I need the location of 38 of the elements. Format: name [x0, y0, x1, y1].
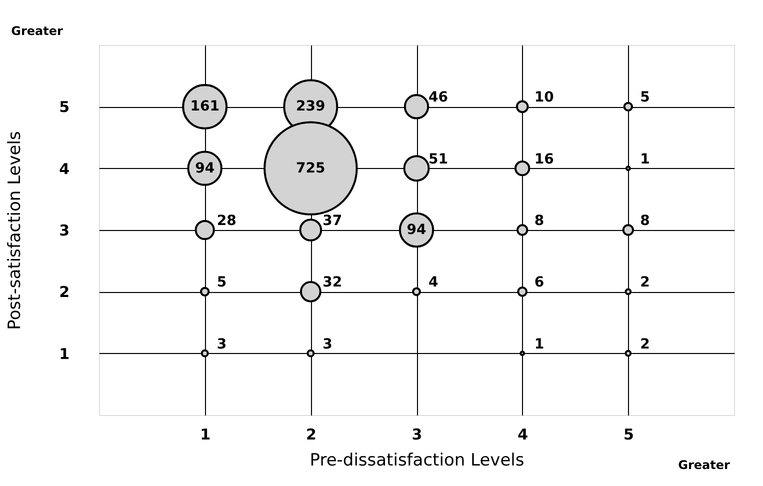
data-label: 8	[640, 213, 650, 229]
data-label: 51	[428, 151, 448, 168]
x-tick-label: 5	[623, 426, 634, 444]
y-tick-label: 4	[59, 160, 70, 178]
text: Greater	[11, 24, 63, 38]
data-label: 2	[640, 274, 650, 291]
data-label: 2	[640, 336, 650, 352]
y-tick-label: 2	[59, 283, 70, 302]
data-label: 3	[216, 336, 227, 352]
data-label: 28	[216, 213, 236, 229]
x-tick-label: 3	[412, 426, 422, 444]
text: Greater	[678, 458, 730, 472]
data-label: 10	[534, 90, 554, 106]
data-label: 1	[640, 151, 650, 168]
data-label: 5	[640, 90, 650, 106]
x-tick-label: 4	[518, 426, 528, 444]
data-label: 4	[428, 274, 438, 291]
data-label: 161	[190, 98, 220, 115]
data-label: 46	[428, 90, 448, 106]
data-label: 6	[534, 274, 544, 291]
y-tick-label: 5	[59, 98, 70, 116]
data-label: 3	[322, 336, 332, 352]
data-label: 32	[322, 274, 342, 291]
data-label: 239	[296, 98, 326, 115]
data-label: 725	[296, 160, 326, 176]
data-label: 8	[534, 213, 544, 229]
data-label: 16	[534, 151, 554, 168]
y-tick-label: 3	[59, 222, 70, 240]
data-label: 94	[195, 160, 215, 176]
x-tick-label: 1	[200, 426, 211, 444]
x-axis-title: Pre-dissatisfaction Levels	[310, 450, 524, 470]
y-tick-label: 1	[59, 344, 70, 363]
data-label: 1	[534, 336, 544, 352]
x-tick-label: 2	[306, 426, 316, 444]
data-label: 37	[322, 213, 342, 229]
y-axis-title: Post-satisfaction Levels	[5, 131, 26, 330]
data-label: 94	[406, 222, 426, 238]
data-label: 5	[216, 274, 227, 291]
